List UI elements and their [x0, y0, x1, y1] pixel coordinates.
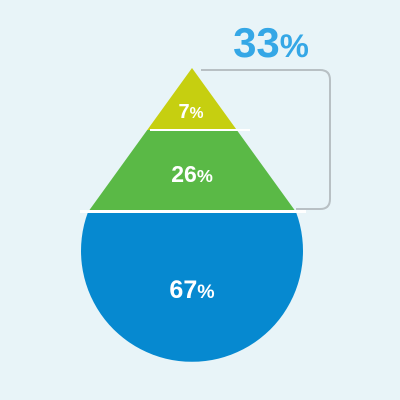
segment-label-middle: 26%	[171, 161, 213, 187]
segment-label-bottom: 67%	[169, 276, 214, 304]
segment-bottom-67-percent	[81, 212, 303, 362]
bracket-connector	[201, 69, 331, 210]
segment-label-top: 7%	[179, 101, 204, 123]
bracket-total-label: 33%	[233, 19, 309, 66]
